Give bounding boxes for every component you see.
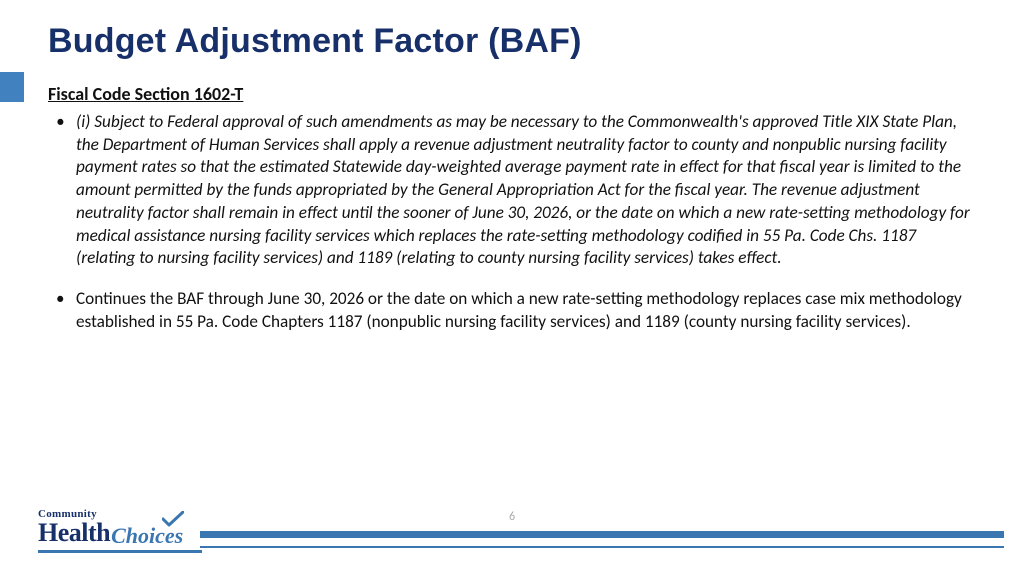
section-subhead: Fiscal Code Section 1602-T — [48, 83, 976, 105]
slide-title: Budget Adjustment Factor (BAF) — [48, 22, 976, 61]
checkmark-icon — [162, 511, 184, 527]
bullet-item: (i) Subject to Federal approval of such … — [48, 111, 976, 270]
footer-rule-thick — [200, 531, 1004, 538]
bullet-item: Continues the BAF through June 30, 2026 … — [48, 288, 976, 333]
logo-underline — [38, 550, 202, 553]
slide-footer: 6 Community Health Choices — [0, 512, 1024, 562]
accent-tab — [0, 72, 24, 102]
footer-rule-thin — [200, 546, 1004, 548]
slide: Budget Adjustment Factor (BAF) Fiscal Co… — [0, 0, 1024, 576]
bullet-list: (i) Subject to Federal approval of such … — [48, 111, 976, 333]
logo-word-health: Health — [38, 518, 110, 548]
logo-community-healthchoices: Community Health Choices — [38, 508, 208, 556]
